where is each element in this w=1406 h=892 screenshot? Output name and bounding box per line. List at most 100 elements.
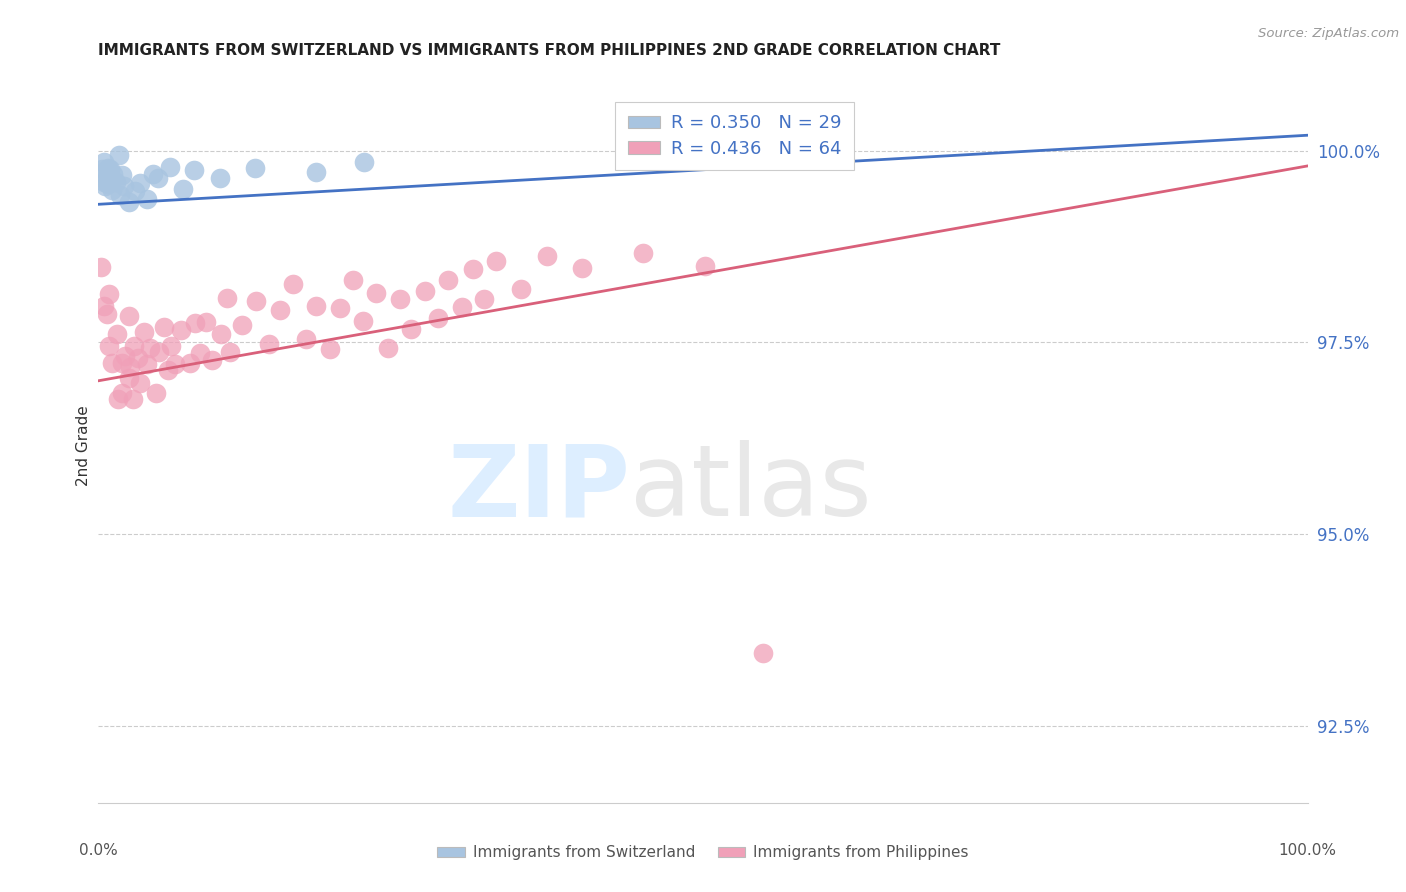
Point [111, 168, 134, 182]
Point [388, 292, 411, 306]
Point [148, 345, 170, 359]
Point [90, 161, 112, 176]
Point [208, 170, 231, 185]
Point [510, 282, 533, 296]
Point [752, 646, 775, 660]
Point [160, 339, 183, 353]
Point [283, 277, 305, 291]
Point [215, 291, 238, 305]
Point [104, 175, 127, 189]
Point [437, 273, 460, 287]
Y-axis label: 2nd Grade: 2nd Grade [76, 406, 91, 486]
Text: IMMIGRANTS FROM SWITZERLAND VS IMMIGRANTS FROM PHILIPPINES 2ND GRADE CORRELATION: IMMIGRANTS FROM SWITZERLAND VS IMMIGRANT… [98, 43, 1001, 58]
Point [364, 286, 387, 301]
Point [105, 326, 128, 341]
Point [96, 307, 118, 321]
Text: Source: ZipAtlas.com: Source: ZipAtlas.com [1258, 27, 1399, 40]
Point [91, 166, 114, 180]
Point [145, 385, 167, 400]
Point [142, 167, 165, 181]
Point [107, 147, 129, 161]
Point [184, 317, 207, 331]
Point [183, 163, 205, 178]
Point [120, 359, 142, 374]
Point [172, 182, 194, 196]
Point [188, 345, 211, 359]
Point [97, 177, 120, 191]
Point [114, 178, 136, 193]
Point [257, 336, 280, 351]
Point [318, 343, 340, 357]
Point [201, 352, 224, 367]
Point [97, 161, 120, 175]
Point [170, 323, 193, 337]
Point [118, 195, 141, 210]
Point [633, 246, 655, 260]
Point [353, 154, 375, 169]
Point [146, 170, 169, 185]
Point [128, 376, 150, 391]
Point [399, 322, 422, 336]
Point [122, 392, 145, 406]
Point [122, 338, 145, 352]
Point [536, 248, 558, 262]
Point [209, 326, 232, 341]
Point [110, 187, 132, 202]
Point [195, 315, 218, 329]
Point [305, 299, 328, 313]
Point [118, 309, 141, 323]
Point [377, 341, 399, 355]
Point [245, 294, 267, 309]
Point [97, 287, 120, 301]
Point [451, 300, 474, 314]
Point [159, 160, 181, 174]
Point [134, 325, 156, 339]
Point [153, 320, 176, 334]
Point [461, 262, 484, 277]
Point [219, 344, 242, 359]
Point [243, 161, 266, 175]
Point [231, 318, 253, 333]
Point [98, 165, 121, 179]
Point [111, 356, 134, 370]
Point [93, 179, 115, 194]
Point [352, 314, 374, 328]
Point [90, 260, 112, 274]
Point [135, 357, 157, 371]
Point [485, 254, 508, 268]
Text: atlas: atlas [630, 441, 872, 537]
Point [93, 299, 115, 313]
Point [114, 349, 136, 363]
Point [571, 260, 593, 275]
Point [128, 176, 150, 190]
Point [107, 392, 129, 406]
Point [127, 351, 149, 365]
Text: 100.0%: 100.0% [1278, 843, 1337, 858]
Point [269, 303, 291, 318]
Point [165, 357, 187, 371]
Point [138, 341, 160, 355]
Point [101, 183, 124, 197]
Point [101, 356, 124, 370]
Point [329, 301, 352, 315]
Point [472, 293, 495, 307]
Point [93, 154, 115, 169]
Point [342, 273, 364, 287]
Point [157, 363, 180, 377]
Point [111, 386, 134, 401]
Point [101, 168, 124, 182]
Point [93, 175, 115, 189]
Point [124, 184, 146, 198]
Point [98, 339, 121, 353]
Point [179, 356, 201, 370]
Point [136, 193, 159, 207]
Point [305, 165, 328, 179]
Point [427, 310, 450, 325]
Point [413, 284, 436, 298]
Point [294, 332, 316, 346]
Text: 0.0%: 0.0% [79, 843, 118, 858]
Point [98, 161, 121, 176]
Legend: Immigrants from Switzerland, Immigrants from Philippines: Immigrants from Switzerland, Immigrants … [432, 839, 974, 866]
Point [693, 259, 716, 273]
Text: ZIP: ZIP [447, 441, 630, 537]
